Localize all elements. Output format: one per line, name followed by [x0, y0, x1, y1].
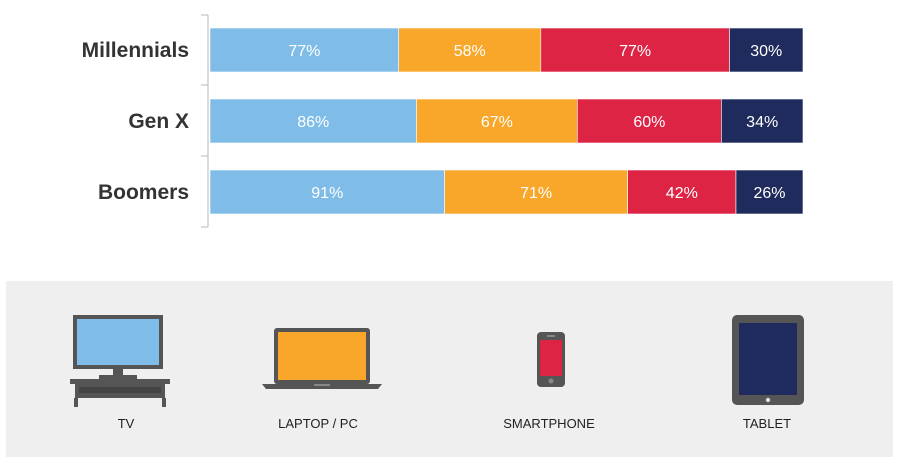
data-label: 34%: [746, 114, 778, 131]
tv-icon: [70, 315, 170, 407]
device-legend: TV LAPTOP / PC SMARTPHONE TABLET: [6, 281, 893, 457]
bar-segment: [735, 169, 804, 215]
data-label: 42%: [666, 185, 698, 202]
laptop-icon: [262, 328, 382, 389]
bar-segment: [209, 27, 399, 73]
category-label: Gen X: [128, 110, 189, 133]
bar-segment: [627, 169, 737, 215]
bar-segment: [721, 98, 804, 144]
data-label: 67%: [481, 114, 513, 131]
category-label: Millennials: [82, 39, 189, 62]
bar-segment: [398, 27, 542, 73]
bar-segment: [577, 98, 722, 144]
data-label: 77%: [619, 43, 651, 60]
tablet-icon: [732, 315, 804, 405]
data-label: 60%: [633, 114, 665, 131]
legend-label-laptop: LAPTOP / PC: [278, 416, 358, 431]
legend-label-smartphone: SMARTPHONE: [503, 416, 595, 431]
bar-segment: [540, 27, 730, 73]
category-label: Boomers: [98, 181, 189, 204]
bar-segment: [444, 169, 628, 215]
legend-label-tv: TV: [117, 416, 135, 431]
legend-label-tablet: TABLET: [742, 416, 792, 431]
bar-segment: [209, 169, 445, 215]
legend-item-smartphone: SMARTPHONE: [469, 281, 629, 457]
data-label: 30%: [750, 43, 782, 60]
legend-item-tablet: TABLET: [687, 281, 847, 457]
smartphone-icon: [537, 332, 565, 387]
bar-segment: [416, 98, 578, 144]
stacked-bar-chart: Millennials 77% 58% 77% 30% Gen X 86% 67% 60% 34%…: [82, 14, 804, 228]
bar-segment: [209, 98, 417, 144]
data-label: 71%: [520, 185, 552, 202]
data-label: 26%: [753, 185, 785, 202]
data-label: 86%: [297, 114, 329, 131]
data-label: 91%: [311, 185, 343, 202]
data-label: 58%: [454, 43, 486, 60]
bar-segment: [729, 27, 804, 73]
legend-item-laptop: LAPTOP / PC: [238, 281, 398, 457]
legend-item-tv: TV: [46, 281, 206, 457]
data-label: 77%: [288, 43, 320, 60]
